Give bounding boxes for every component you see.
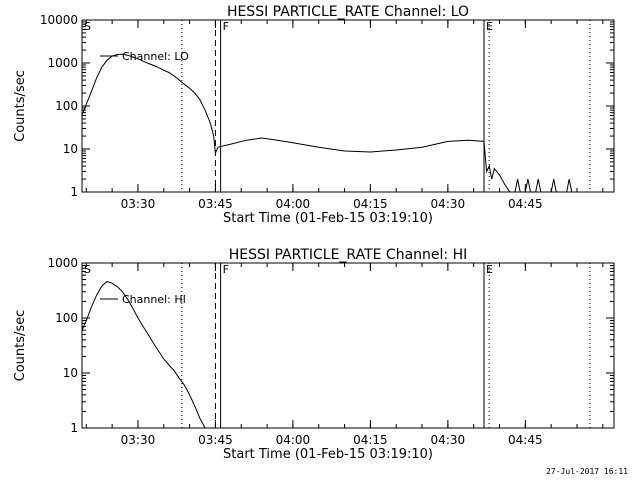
x-tick-label: 04:45 bbox=[508, 433, 543, 447]
y-tick-label: 1000 bbox=[47, 256, 78, 270]
x-tick-label: 04:30 bbox=[431, 433, 466, 447]
x-tick-label: 03:30 bbox=[121, 433, 156, 447]
y-axis-label: Counts/sec bbox=[13, 70, 28, 142]
series-line bbox=[81, 53, 573, 193]
time-marker-label: E bbox=[486, 20, 493, 33]
x-tick-label: 03:45 bbox=[198, 197, 233, 211]
chart-title: HESSI PARTICLE_RATE Channel: HI bbox=[229, 247, 467, 263]
x-tick-label: 03:45 bbox=[198, 433, 233, 447]
time-marker-label: F bbox=[223, 20, 229, 33]
time-marker-label: E bbox=[486, 263, 493, 276]
legend-label: Channel: HI bbox=[122, 293, 186, 306]
x-axis-label: Start Time (01-Feb-15 03:19:10) bbox=[223, 211, 433, 226]
legend-label: Channel: LO bbox=[122, 50, 189, 63]
y-tick-label: 100 bbox=[55, 311, 78, 325]
y-tick-label: 1 bbox=[70, 421, 78, 435]
y-tick-label: 10 bbox=[63, 366, 78, 380]
y-axis-label: Counts/sec bbox=[13, 310, 28, 382]
start-marker-label: S bbox=[84, 20, 91, 33]
x-tick-label: 04:15 bbox=[353, 197, 388, 211]
y-tick-label: 100 bbox=[55, 99, 78, 113]
y-tick-label: 10000 bbox=[40, 13, 78, 27]
start-marker-label: S bbox=[84, 263, 91, 276]
x-tick-label: 04:45 bbox=[508, 197, 543, 211]
chart-title: HESSI PARTICLE_RATE Channel: LO bbox=[227, 4, 469, 20]
y-tick-label: 10 bbox=[63, 142, 78, 156]
x-tick-label: 04:15 bbox=[353, 433, 388, 447]
x-axis-label: Start Time (01-Feb-15 03:19:10) bbox=[223, 447, 433, 462]
x-tick-label: 04:00 bbox=[276, 433, 311, 447]
y-tick-label: 1000 bbox=[47, 56, 78, 70]
time-marker-label: F bbox=[223, 263, 229, 276]
chart-panel-lo: HESSI PARTICLE_RATE Channel: LO 1 10 100 100… bbox=[13, 4, 615, 226]
x-tick-label: 04:00 bbox=[276, 197, 311, 211]
y-tick-label: 1 bbox=[70, 185, 78, 199]
chart-panel-hi: HESSI PARTICLE_RATE Channel: HI 1 10 100 100… bbox=[13, 247, 615, 462]
plot-frame bbox=[81, 19, 615, 193]
x-tick-label: 04:30 bbox=[431, 197, 466, 211]
plot-frame bbox=[81, 262, 615, 429]
x-tick-label: 03:30 bbox=[121, 197, 156, 211]
footer-timestamp: 27-Jul-2017 16:11 bbox=[546, 467, 628, 476]
series-line bbox=[81, 280, 206, 429]
